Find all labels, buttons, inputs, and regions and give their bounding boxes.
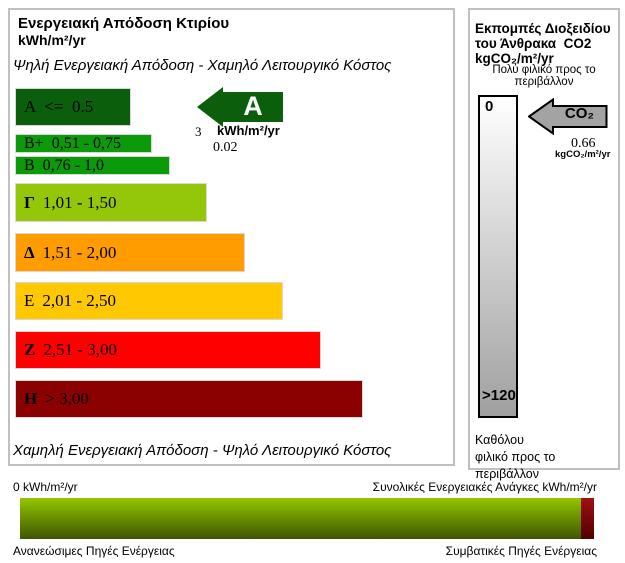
co2-friendly-note: Πολύ φιλικό προς το περιβάλλον	[470, 64, 618, 88]
co2-indicator-arrow: CO₂	[528, 98, 608, 135]
rating-indicator-arrow: A	[197, 87, 283, 127]
co2-scale-min: 0	[485, 98, 494, 115]
indicator-class-letter: A	[243, 90, 263, 121]
class-letter: B	[24, 156, 35, 174]
class-range: 2,01 - 2,50	[42, 291, 117, 310]
panel-title-text: Ενεργειακή Απόδοση Κτιρίου	[18, 15, 230, 32]
rating-bar-b-plus: B+ 0,51 - 0,75	[15, 134, 152, 153]
class-range: 1,51 - 2,00	[42, 242, 117, 262]
class-letter: H	[24, 389, 38, 408]
co2-scale-max: >120	[482, 387, 516, 404]
low-performance-note: Χαμηλή Ενεργειακή Απόδοση - Ψηλό Λειτουρ…	[13, 442, 392, 459]
co2-title-unit: kgCO₂/m²/yr	[475, 51, 554, 66]
left-arrow-icon	[197, 87, 283, 127]
panel-title: Ενεργειακή Απόδοση Κτιρίου kWh/m²/yr	[18, 15, 230, 49]
co2-emissions-panel: Εκπομπές Διοξειδίου του Άνθρακα CO2 kgCO…	[468, 8, 620, 481]
panel-title-unit: kWh/m²/yr	[18, 32, 86, 48]
class-range: > 3,00	[45, 389, 89, 408]
indicator-value: 0.02	[213, 140, 238, 155]
total-energy-bar	[20, 498, 594, 539]
class-letter: E	[24, 291, 35, 310]
class-letter: B+	[24, 134, 44, 152]
left-arrow-icon	[528, 98, 608, 135]
class-letter: A	[24, 97, 37, 116]
class-letter: Z	[24, 340, 36, 359]
co2-scale-bar: 0 >120	[478, 95, 518, 418]
rating-bar-b: B 0,76 - 1,0	[15, 156, 170, 175]
high-performance-note: Ψηλή Ενεργειακή Απόδοση - Χαμηλό Λειτουρ…	[13, 57, 392, 74]
rating-bar-epsilon: E 2,01 - 2,50	[15, 282, 283, 320]
rating-bar-eta: H > 3,00	[15, 380, 363, 418]
conventional-sources-label: Συμβατικές Πηγές Ενέργειας	[445, 544, 597, 558]
co2-unfriendly-note-line1: Καθόλου	[475, 433, 524, 447]
co2-arrow-label: CO₂	[564, 105, 595, 122]
conventional-segment	[581, 498, 594, 539]
class-range: 1,01 - 1,50	[42, 192, 117, 212]
renewable-sources-label: Ανανεώσιμες Πηγές Ενέργειας	[13, 544, 175, 558]
co2-unfriendly-note-line2: φιλικό προς το περιβάλλον	[475, 450, 556, 481]
co2-unfriendly-note: Καθόλου φιλικό προς το περιβάλλον	[475, 432, 618, 483]
class-letter: Δ	[24, 242, 35, 262]
co2-friendly-note-line1: Πολύ φιλικό προς το	[492, 64, 596, 76]
class-range: 2,51 - 3,00	[43, 340, 118, 359]
class-range: <= 0.5	[44, 97, 94, 116]
co2-value-unit: kgCO₂/m²/yr	[555, 149, 611, 160]
class-range: 0,51 - 0,75	[51, 134, 122, 152]
total-bar-zero-label: 0 kWh/m²/yr	[13, 480, 78, 494]
indicator-footnote: 3	[195, 124, 202, 139]
total-bar-title: Συνολικές Ενεργειακές Ανάγκες kWh/m²/yr	[372, 480, 597, 494]
co2-title-line1: Εκπομπές Διοξειδίου	[475, 21, 611, 36]
class-range: 0,76 - 1,0	[42, 156, 104, 174]
rating-bar-delta: Δ 1,51 - 2,00	[15, 233, 245, 272]
rating-bar-gamma: Γ 1,01 - 1,50	[15, 183, 207, 222]
class-letter: Γ	[24, 192, 35, 212]
indicator-unit: kWh/m²/yr	[217, 123, 280, 138]
co2-panel-title: Εκπομπές Διοξειδίου του Άνθρακα CO2 kgCO…	[475, 21, 611, 66]
co2-value: 0.66	[571, 136, 596, 151]
energy-performance-panel: Ενεργειακή Απόδοση Κτιρίου kWh/m²/yr Ψηλ…	[8, 8, 455, 466]
rating-bar-a: A <= 0.5	[15, 88, 131, 126]
rating-bar-zeta: Z 2,51 - 3,00	[15, 331, 321, 369]
co2-friendly-note-line2: περιβάλλον	[514, 75, 574, 88]
co2-title-line2: του Άνθρακα CO2	[475, 36, 592, 51]
